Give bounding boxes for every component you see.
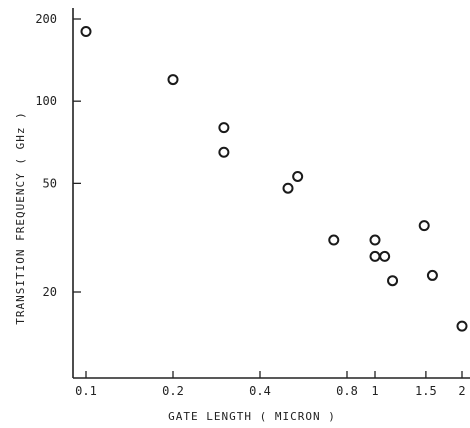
data-point [369, 234, 381, 246]
data-point [387, 275, 399, 287]
data-point [426, 269, 438, 281]
x-tick-label: 0.4 [249, 384, 271, 398]
data-point [456, 320, 468, 332]
data-point [379, 250, 391, 262]
data-point [292, 170, 304, 182]
x-tick-label: 2 [458, 384, 465, 398]
data-point [282, 182, 294, 194]
axes [72, 8, 470, 379]
y-tick-label: 100 [35, 94, 57, 108]
data-point [218, 146, 230, 158]
x-axis-label: GATE LENGTH ( MICRON ) [168, 410, 336, 423]
x-tick-label: 0.8 [336, 384, 358, 398]
x-tick-label: 1.5 [415, 384, 437, 398]
x-tick-label: 0.1 [75, 384, 97, 398]
x-axis-ticks: 0.1 0.2 0.4 0.8 1 1.5 2 [75, 371, 466, 398]
y-tick-label: 50 [43, 176, 57, 190]
data-point [369, 250, 381, 262]
y-tick-label: 200 [35, 12, 57, 26]
x-tick-label: 0.2 [162, 384, 184, 398]
data-point [80, 25, 92, 37]
y-tick-label: 20 [43, 285, 57, 299]
data-point [167, 74, 179, 86]
data-points [80, 25, 468, 332]
x-tick-label: 1 [371, 384, 378, 398]
y-axis-ticks: 200 100 50 20 [35, 12, 81, 299]
data-point [328, 234, 340, 246]
data-point [418, 220, 430, 232]
y-axis-label: TRANSITION FREQUENCY ( GHz ) [14, 111, 27, 324]
data-point [218, 122, 230, 134]
